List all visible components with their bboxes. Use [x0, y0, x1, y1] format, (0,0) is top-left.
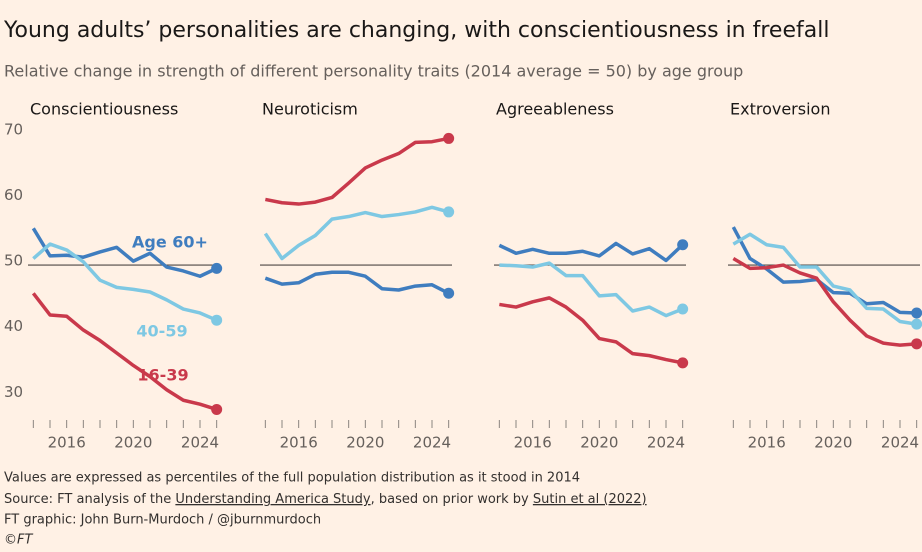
end-dot: [211, 262, 223, 274]
end-dot: [677, 303, 689, 315]
series-label: 16-39: [137, 366, 188, 385]
source: Source: FT analysis of the Understanding…: [4, 492, 647, 507]
x-tick-label: 2016: [514, 434, 552, 452]
x-tick-label: 2016: [280, 434, 318, 452]
end-dot: [211, 314, 223, 326]
credit: FT graphic: John Burn-Murdoch / @jburnmu…: [4, 513, 321, 528]
chart-title: Young adults’ personalities are changing…: [3, 18, 829, 43]
source-text: Source: FT analysis of the: [4, 492, 175, 507]
panel-title: Conscientiousness: [30, 100, 178, 119]
series-label: 40-59: [136, 322, 187, 341]
end-dot: [911, 338, 922, 350]
x-tick-label: 2016: [48, 434, 86, 452]
end-dot: [443, 132, 455, 144]
chart-subtitle: Relative change in strength of different…: [4, 62, 743, 81]
series-line: [732, 257, 917, 347]
x-tick-label: 2020: [346, 434, 384, 452]
copyright: ©FT: [4, 533, 33, 548]
source-link[interactable]: Sutin et al (2022): [533, 492, 647, 507]
end-dot: [677, 239, 689, 251]
x-tick-label: 2020: [114, 434, 152, 452]
panel-title: Extroversion: [730, 100, 830, 119]
x-tick-label: 2024: [647, 434, 685, 452]
footnote: Values are expressed as percentiles of t…: [4, 471, 580, 486]
end-dot: [911, 318, 922, 330]
y-tick-label: 50: [4, 252, 23, 270]
panel-title: Neuroticism: [262, 100, 358, 119]
y-tick-label: 30: [4, 383, 23, 401]
series-line: [499, 261, 684, 318]
x-tick-label: 2020: [580, 434, 618, 452]
end-dot: [677, 357, 689, 369]
series-line: [732, 232, 917, 326]
series-line: [31, 227, 218, 278]
series-line: [31, 292, 218, 412]
y-tick-label: 70: [4, 120, 23, 138]
x-tick-label: 2016: [748, 434, 786, 452]
series-line: [263, 205, 450, 261]
x-tick-label: 2024: [881, 434, 919, 452]
series-line: [264, 270, 450, 295]
end-dot: [911, 307, 922, 319]
y-tick-label: 40: [4, 317, 23, 335]
end-dot: [443, 287, 455, 299]
x-tick-label: 2024: [181, 434, 219, 452]
panel-title: Agreeableness: [496, 100, 614, 119]
series-line: [264, 136, 450, 206]
series-line: [32, 242, 218, 322]
x-tick-label: 2024: [413, 434, 451, 452]
end-dot: [443, 206, 455, 218]
x-tick-label: 2020: [814, 434, 852, 452]
series-line: [498, 241, 684, 263]
series-label: Age 60+: [132, 233, 208, 252]
end-dot: [211, 403, 223, 415]
y-tick-label: 60: [4, 186, 23, 204]
series-line: [499, 296, 684, 365]
source-link[interactable]: Understanding America Study: [175, 492, 371, 507]
source-text: , based on prior work by: [371, 492, 533, 507]
